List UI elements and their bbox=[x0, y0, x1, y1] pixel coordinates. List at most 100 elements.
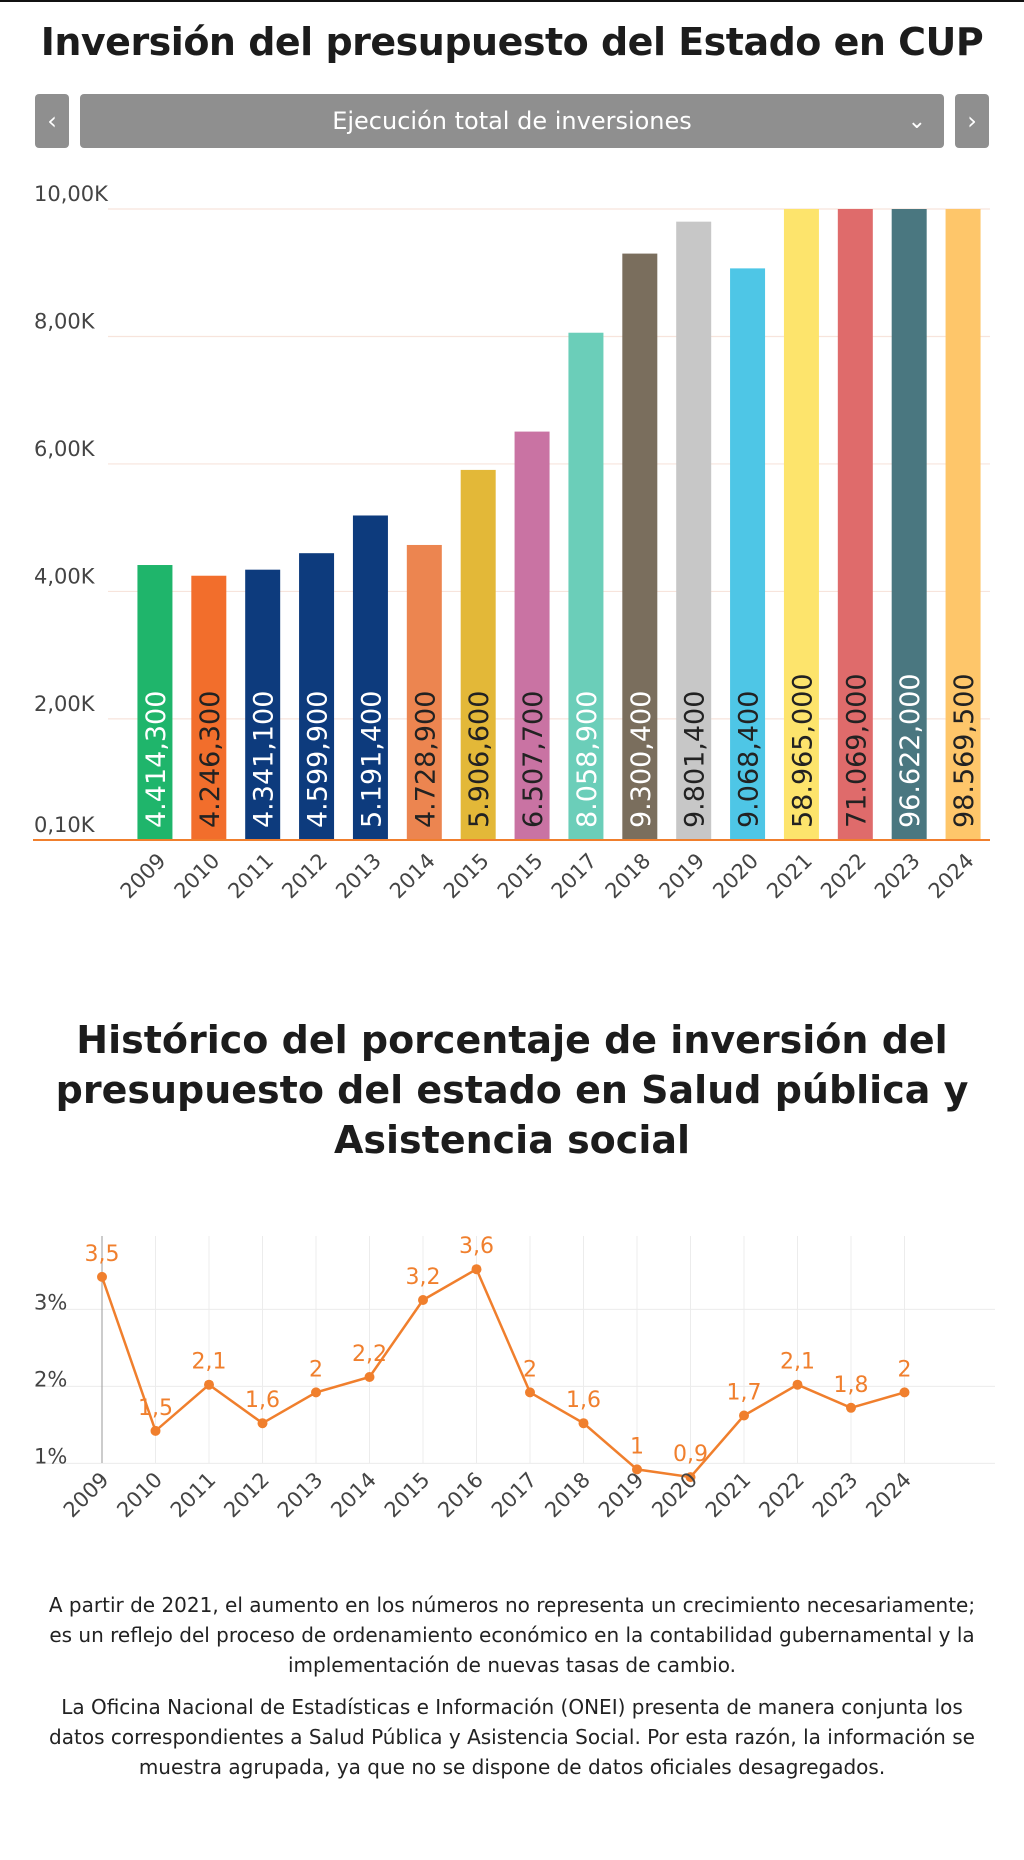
data-point bbox=[899, 1387, 910, 1398]
x-tick-label: 2021 bbox=[701, 1468, 756, 1523]
dataset-select[interactable]: Ejecución total de inversiones ⌄ bbox=[80, 94, 944, 148]
y-tick-label: 2,00K bbox=[34, 692, 96, 716]
x-tick-label: 2012 bbox=[277, 849, 332, 904]
series-line bbox=[100, 1267, 905, 1479]
bar bbox=[837, 209, 873, 840]
y-tick-label: 0,10K bbox=[34, 813, 96, 837]
x-tick-label: 2015 bbox=[439, 849, 494, 904]
x-tick-label: 2023 bbox=[808, 1468, 863, 1523]
data-point bbox=[739, 1410, 749, 1421]
data-point bbox=[311, 1387, 321, 1398]
x-tick-label: 2010 bbox=[112, 1468, 167, 1523]
bar-data-label: 4.599,900 bbox=[303, 691, 334, 828]
bar bbox=[352, 515, 388, 840]
bar-data-label: 9.300,400 bbox=[626, 691, 657, 828]
bar bbox=[406, 544, 442, 840]
next-button[interactable]: › bbox=[955, 94, 989, 148]
note-exchange-rate: A partir de 2021, el aumento en los núme… bbox=[48, 1593, 976, 1677]
data-point bbox=[364, 1372, 375, 1382]
point-data-label: 2,2 bbox=[352, 1342, 387, 1367]
chevron-right-icon: › bbox=[967, 107, 977, 135]
data-point bbox=[418, 1295, 428, 1305]
health-percentage-line-chart: 3%2%1%3,520091,520102,120111,62012220132… bbox=[34, 1234, 995, 1523]
x-tick-label: 2014 bbox=[326, 1468, 381, 1523]
data-point bbox=[150, 1425, 161, 1436]
x-tick-label: 2024 bbox=[861, 1468, 916, 1523]
bar-data-label: 4.414,300 bbox=[141, 691, 172, 828]
x-tick-label: 2012 bbox=[219, 1468, 274, 1523]
bar-data-label: 4.246,300 bbox=[195, 691, 226, 828]
bar-data-label: 8.058,900 bbox=[572, 691, 603, 828]
x-tick-label: 2016 bbox=[433, 1468, 488, 1523]
bar bbox=[568, 332, 604, 840]
dataset-select-value: Ejecución total de inversiones bbox=[332, 107, 692, 135]
x-tick-label: 2022 bbox=[816, 849, 871, 904]
y-tick-label: 4,00K bbox=[34, 564, 96, 588]
chevron-down-icon: ⌄ bbox=[907, 109, 926, 134]
bar-data-label: 4.341,100 bbox=[249, 691, 280, 828]
x-tick-label: 2015 bbox=[493, 849, 548, 904]
x-tick-label: 2010 bbox=[170, 849, 225, 904]
page-title: Inversión del presupuesto del Estado en … bbox=[40, 20, 984, 64]
data-point bbox=[578, 1418, 589, 1429]
bar-data-label: 96.622,000 bbox=[895, 673, 926, 828]
bar bbox=[299, 553, 335, 840]
notes: A partir de 2021, el aumento en los núme… bbox=[40, 1590, 984, 1794]
point-data-label: 1,8 bbox=[834, 1373, 869, 1398]
y-tick-label: 3% bbox=[34, 1290, 67, 1314]
x-tick-label: 2020 bbox=[708, 849, 763, 904]
point-data-label: 2 bbox=[898, 1357, 912, 1382]
bar-data-label: 9.801,400 bbox=[680, 691, 711, 828]
investment-bar-chart: 10,00K 8,00K 6,00K 4,00K 2,00K 0,10K 4.414,300… bbox=[33, 182, 990, 904]
point-data-label: 3,5 bbox=[85, 1242, 120, 1267]
x-tick-label: 2023 bbox=[870, 849, 925, 904]
x-tick-label: 2017 bbox=[547, 849, 602, 904]
previous-button[interactable]: ‹ bbox=[35, 94, 69, 148]
data-point bbox=[257, 1418, 268, 1429]
bar-data-label: 58.965,000 bbox=[787, 673, 818, 828]
bar-data-label: 6.507,700 bbox=[518, 691, 549, 828]
data-point bbox=[525, 1387, 535, 1398]
x-tick-label: 2019 bbox=[594, 1468, 649, 1523]
health-chart-title: Histórico del porcentaje de inversión de… bbox=[55, 1018, 969, 1162]
bar-data-label: 4.728,900 bbox=[410, 691, 441, 828]
x-tick-label: 2019 bbox=[654, 849, 709, 904]
point-data-label: 1,7 bbox=[727, 1381, 762, 1406]
top-border bbox=[0, 0, 1024, 2]
x-tick-label: 2013 bbox=[273, 1468, 328, 1523]
note-onei-data: La Oficina Nacional de Estadísticas e In… bbox=[49, 1695, 975, 1779]
bar-data-label: 71.069,000 bbox=[841, 673, 872, 828]
x-tick-label: 2024 bbox=[924, 849, 979, 904]
x-tick-label: 2011 bbox=[223, 849, 278, 904]
point-data-label: 3,2 bbox=[406, 1265, 441, 1290]
x-tick-label: 2022 bbox=[754, 1468, 809, 1523]
bar-data-label: 5.191,400 bbox=[356, 691, 387, 828]
bar-data-label: 5.906,600 bbox=[464, 691, 495, 828]
y-tick-label: 6,00K bbox=[34, 437, 96, 461]
bar bbox=[730, 268, 766, 840]
bar bbox=[945, 209, 981, 840]
data-point bbox=[846, 1402, 856, 1413]
bar bbox=[891, 209, 927, 840]
x-tick-label: 2017 bbox=[487, 1468, 542, 1523]
data-point bbox=[97, 1271, 107, 1282]
bar bbox=[783, 209, 819, 840]
point-data-label: 2,1 bbox=[192, 1350, 227, 1375]
data-point bbox=[471, 1264, 482, 1275]
bar-data-label: 98.569,500 bbox=[949, 673, 980, 828]
bar bbox=[460, 469, 496, 840]
x-tick-label: 2011 bbox=[166, 1468, 221, 1523]
y-tick-label: 1% bbox=[34, 1444, 67, 1468]
data-point bbox=[685, 1472, 696, 1483]
y-tick-label: 10,00K bbox=[34, 182, 109, 206]
bar-data-label: 9.068,400 bbox=[734, 691, 765, 828]
bar bbox=[622, 253, 658, 840]
x-tick-label: 2018 bbox=[540, 1468, 595, 1523]
bar bbox=[514, 431, 550, 840]
y-tick-label: 8,00K bbox=[34, 309, 96, 333]
data-point bbox=[792, 1379, 803, 1390]
x-tick-label: 2021 bbox=[762, 849, 817, 904]
point-data-label: 1,6 bbox=[566, 1388, 601, 1413]
point-data-label: 3,6 bbox=[459, 1234, 494, 1259]
chevron-left-icon: ‹ bbox=[47, 107, 57, 135]
